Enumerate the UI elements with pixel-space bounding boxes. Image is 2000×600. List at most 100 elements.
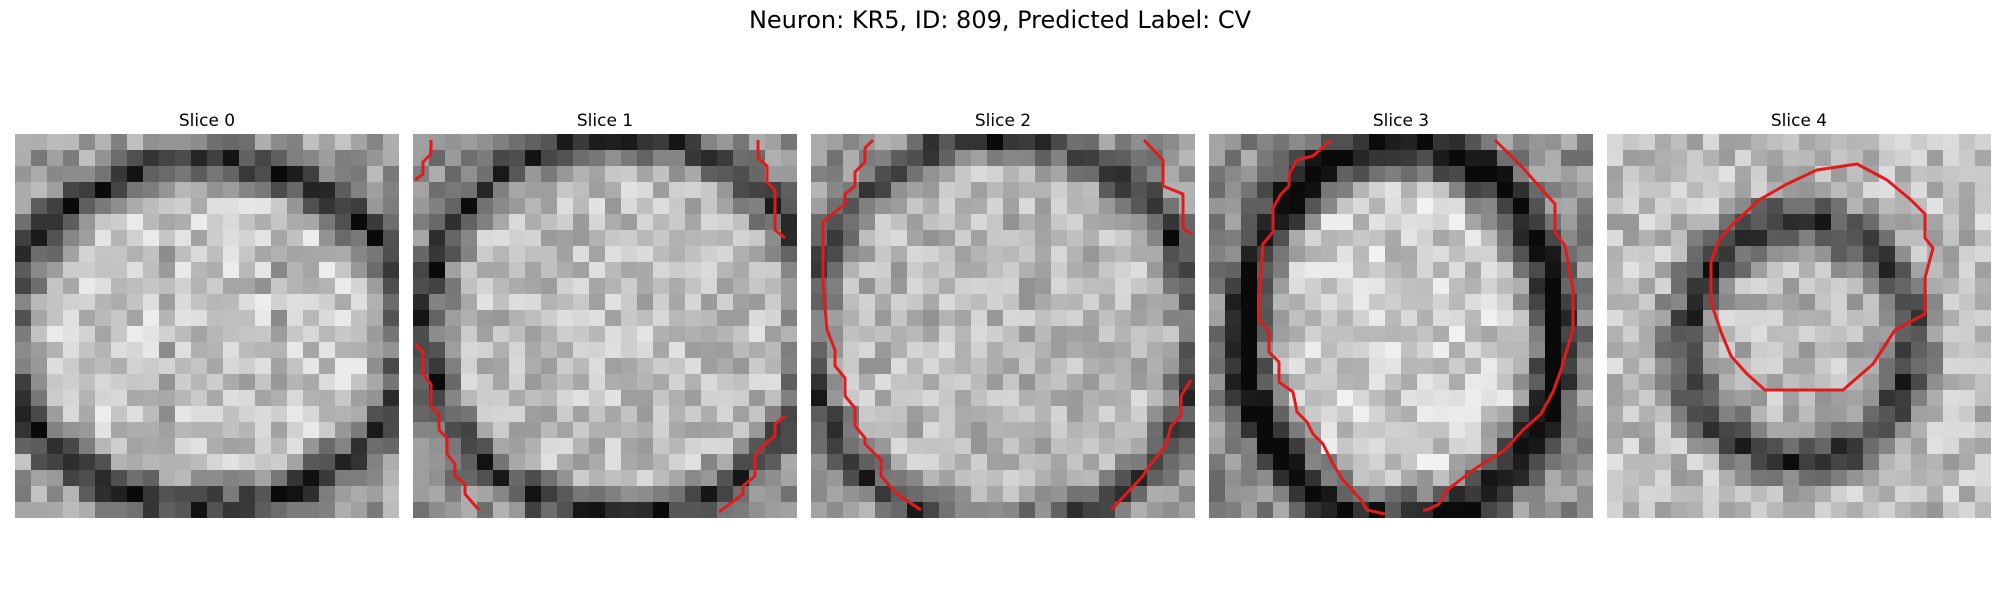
- pixel: [1465, 358, 1482, 375]
- pixel: [1481, 358, 1498, 375]
- pixel: [287, 246, 304, 263]
- pixel: [1927, 470, 1944, 487]
- pixel: [1863, 326, 1880, 343]
- pixel: [1305, 502, 1322, 518]
- pixel: [351, 390, 368, 407]
- pixel: [717, 198, 734, 215]
- pixel: [1799, 214, 1816, 231]
- pixel: [493, 454, 510, 471]
- pixel: [95, 294, 112, 311]
- pixel: [159, 214, 176, 231]
- pixel: [1607, 310, 1624, 327]
- pixel: [1497, 326, 1514, 343]
- pixel: [987, 358, 1004, 375]
- pixel: [541, 326, 558, 343]
- pixel: [987, 198, 1004, 215]
- pixel: [335, 198, 352, 215]
- pixel: [1385, 262, 1402, 279]
- pixel: [1815, 294, 1832, 311]
- pixel: [31, 358, 48, 375]
- pixel: [95, 166, 112, 183]
- pixel: [143, 470, 160, 487]
- pixel: [557, 358, 574, 375]
- pixel: [255, 262, 272, 279]
- pixel: [1577, 214, 1593, 231]
- pixel: [541, 422, 558, 439]
- pixel: [637, 358, 654, 375]
- pixel: [1305, 230, 1322, 247]
- pixel: [1209, 342, 1226, 359]
- pixel: [685, 198, 702, 215]
- pixel: [477, 502, 494, 518]
- pixel: [509, 182, 526, 199]
- pixel: [1687, 214, 1704, 231]
- pixel: [143, 374, 160, 391]
- pixel: [1433, 374, 1450, 391]
- pixel: [621, 438, 638, 455]
- pixel: [1655, 246, 1672, 263]
- pixel: [1545, 438, 1562, 455]
- pixel: [1083, 262, 1100, 279]
- pixel: [1465, 166, 1482, 183]
- pixel: [987, 438, 1004, 455]
- pixel: [907, 198, 924, 215]
- pixel: [1719, 134, 1736, 151]
- pixel: [1815, 502, 1832, 518]
- pixel: [1417, 150, 1434, 167]
- pixel: [717, 390, 734, 407]
- pixel: [1943, 438, 1960, 455]
- pixel: [1607, 342, 1624, 359]
- pixel: [1131, 230, 1148, 247]
- pixel: [1067, 326, 1084, 343]
- pixel: [79, 470, 96, 487]
- pixel: [1449, 390, 1466, 407]
- pixel: [541, 470, 558, 487]
- pixel: [1051, 326, 1068, 343]
- pixel: [413, 294, 430, 311]
- pixel: [1577, 166, 1593, 183]
- pixel: [1433, 198, 1450, 215]
- pixel: [287, 390, 304, 407]
- pixel: [1465, 246, 1482, 263]
- pixel: [1401, 214, 1418, 231]
- pixel: [733, 134, 750, 151]
- pixel: [859, 230, 876, 247]
- pixel: [429, 230, 446, 247]
- pixel: [1433, 134, 1450, 151]
- pixel: [525, 310, 542, 327]
- pixel: [1799, 406, 1816, 423]
- pixel: [955, 390, 972, 407]
- pixel: [1115, 486, 1132, 503]
- pixel: [1115, 390, 1132, 407]
- pixel: [1353, 198, 1370, 215]
- pixel: [1353, 230, 1370, 247]
- pixel: [1529, 374, 1546, 391]
- pixel: [827, 182, 844, 199]
- pixel: [1959, 342, 1976, 359]
- pixel: [1751, 214, 1768, 231]
- pixel: [923, 166, 940, 183]
- pixel: [1927, 310, 1944, 327]
- pixel: [811, 166, 828, 183]
- pixel: [1703, 342, 1720, 359]
- pixel: [1783, 198, 1800, 215]
- pixel: [827, 230, 844, 247]
- pixel: [1895, 502, 1912, 518]
- pixel: [47, 342, 64, 359]
- pixel: [493, 166, 510, 183]
- pixel: [1639, 502, 1656, 518]
- pixel: [1513, 262, 1530, 279]
- pixel: [717, 406, 734, 423]
- pixel: [143, 342, 160, 359]
- pixel: [367, 214, 384, 231]
- pixel: [223, 310, 240, 327]
- pixel: [669, 422, 686, 439]
- pixel: [1783, 342, 1800, 359]
- pixel: [335, 326, 352, 343]
- pixel: [939, 230, 956, 247]
- pixel: [1321, 422, 1338, 439]
- pixel: [1847, 310, 1864, 327]
- pixel: [111, 342, 128, 359]
- pixel: [223, 134, 240, 151]
- pixel: [429, 310, 446, 327]
